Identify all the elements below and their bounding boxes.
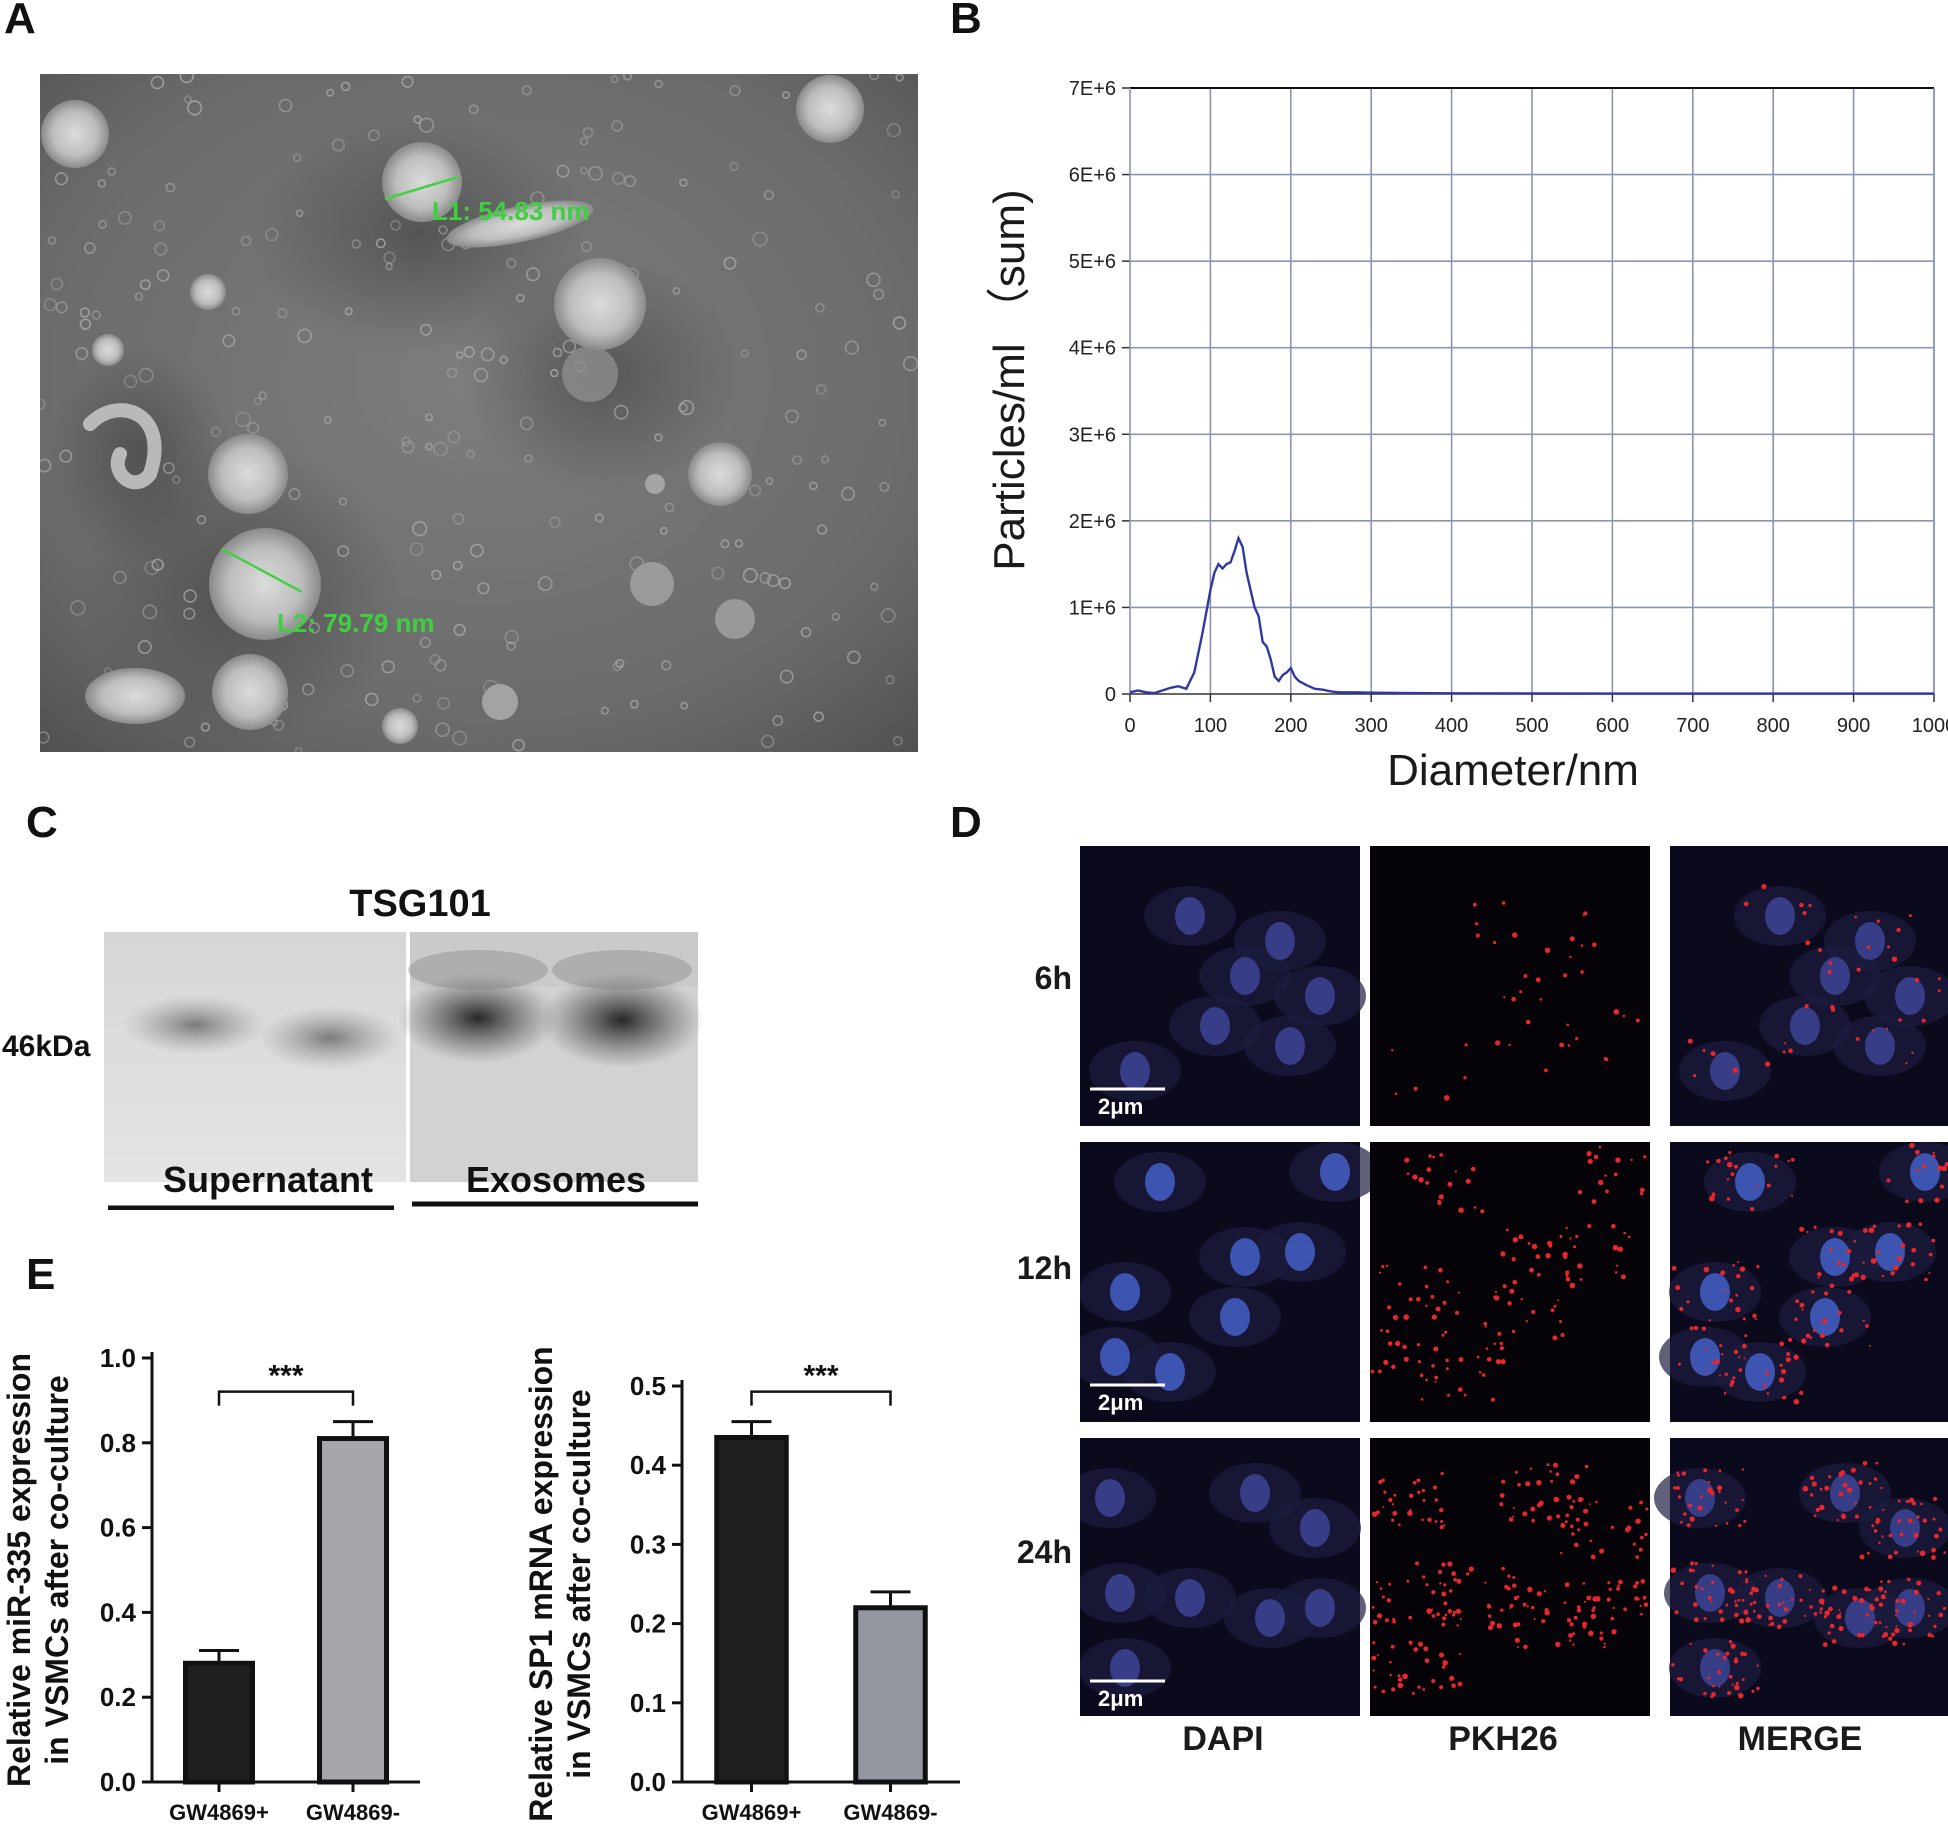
tem-micrograph: L1: 54.83 nm L2: 79.79 nm [40,74,918,752]
micrograph-merge-6h [1670,846,1948,1126]
micrograph-pkh26-12h [1370,1142,1650,1422]
y-tick-label: 0.0 [630,1767,666,1797]
y-tick-label: 0.4 [630,1450,667,1480]
y-axis-label: Relative SP1 mRNA expressionin VSMCs aft… [523,1346,597,1821]
y-tick-label: 0.4 [100,1597,137,1627]
micrograph-merge-24h [1654,1438,1948,1716]
micrograph-pkh26-24h [1370,1438,1650,1716]
blot-title: TSG101 [349,883,491,925]
panel-letter-c: C [26,798,58,847]
y-tick-label: 2E+6 [1069,511,1116,533]
error-bar [333,1420,373,1439]
micrograph-merge-12h [1659,1142,1948,1422]
band-exosomes-1 [398,973,558,1063]
row-label-6h: 6h [1034,960,1072,996]
y-tick-label: 0.0 [100,1767,136,1797]
measurement-label-l2: L2: 79.79 nm [277,608,435,638]
y-axis-label: Particles/ml （sum) [985,189,1034,570]
panel-letter-e: E [26,1250,56,1299]
exosome-vesicles [41,75,864,744]
x-tick-label: 800 [1757,715,1790,737]
x-tick-label: GW4869- [306,1800,400,1825]
bar-chart-sp1: 0.0 0.1 0.2 0.3 0.4 0.5 GW4869+ GW4869- *** Relat… [523,1346,960,1825]
y-tick-label: 1E+6 [1069,597,1116,619]
x-tick-label: GW4869- [843,1800,937,1825]
y-tick-label: 1.0 [100,1343,136,1373]
x-tick-label: 100 [1194,715,1227,737]
column-label-pkh26: PKH26 [1448,1720,1558,1758]
bar-GW4869-minus [317,1436,389,1785]
y-tick-label: 4E+6 [1069,338,1116,360]
y-tick-label: 0.2 [630,1609,666,1639]
x-tick-label: 300 [1355,715,1388,737]
significance-label: *** [268,1360,303,1393]
column-label-dapi: DAPI [1182,1720,1264,1758]
x-tick-label: 600 [1596,715,1629,737]
y-tick-label: 7E+6 [1069,78,1116,100]
x-tick-label: 400 [1435,715,1468,737]
panel-letter-d: D [950,798,982,847]
row-label-12h: 12h [1016,1250,1072,1286]
group-label-supernatant: Supernatant [163,1159,373,1200]
group-label-exosomes: Exosomes [466,1159,646,1200]
x-tick-label: 0 [1124,715,1135,737]
y-tick-label: 5E+6 [1069,251,1116,273]
measurement-label-l1: L1: 54.83 nm [432,196,590,226]
y-tick-label: 0.1 [630,1688,666,1718]
scale-bar-label: 2μm [1098,1390,1143,1415]
y-tick-label: 0 [1105,684,1116,706]
panel-letter-a: A [4,0,36,43]
x-axis-label: Diameter/nm [1387,746,1639,795]
significance-bracket [750,1390,892,1406]
bar-GW4869-plus [183,1660,255,1785]
y-tick-labels: 0 1E+6 2E+6 3E+6 4E+6 5E+6 6E+6 7E+6 [1069,78,1116,706]
y-axis-label: Relative miR-335 expressionin VSMCs afte… [1,1353,75,1787]
micrograph-dapi-24h: 2μm [1080,1438,1366,1716]
band-exosomes-2 [540,972,704,1068]
bar-GW4869-minus [853,1605,928,1785]
x-tick-label: 200 [1274,715,1307,737]
x-tick-label: 1000 [1912,715,1948,737]
band-supernatant-2 [258,1006,402,1070]
row-label-24h: 24h [1016,1534,1072,1570]
significance-bracket [217,1390,355,1406]
x-tick-label: GW4869+ [702,1800,802,1825]
band-supernatant-1 [123,995,267,1055]
scale-bar-label: 2μm [1098,1686,1143,1711]
micrograph-pkh26-6h [1370,846,1650,1126]
chart-axes [1122,87,1935,702]
error-bar [731,1420,772,1438]
micrograph-dapi-12h: 2μm [1080,1142,1381,1422]
x-tick-label: 700 [1676,715,1709,737]
nta-size-distribution-chart: 0 1E+6 2E+6 3E+6 4E+6 5E+6 6E+6 7E+6 0 100 200 300… [985,78,1948,795]
significance-label: *** [803,1360,838,1393]
y-tick-label: 0.8 [100,1428,136,1458]
x-tick-label: 500 [1515,715,1548,737]
molecular-weight-marker: 46kDa [2,1030,91,1063]
column-label-merge: MERGE [1737,1720,1863,1758]
y-tick-label: 3E+6 [1069,424,1116,446]
y-tick-label: 0.3 [630,1529,666,1559]
fluorescence-image-grid: 2μm 2μm 2μm [1080,846,1948,1716]
error-bar [199,1649,239,1664]
error-bar [870,1590,911,1608]
x-tick-label: GW4869+ [169,1800,269,1825]
y-tick-label: 0.5 [630,1371,666,1401]
bar-chart-mir335: 0.0 0.2 0.4 0.6 0.8 1.0 GW4869+ GW4869- *** Relat… [1,1343,420,1825]
y-tick-label: 0.6 [100,1513,136,1543]
measure-line-l2 [221,547,303,594]
western-blot-panel: TSG101 46kDa Supernatant Exosomes [2,883,704,1210]
x-tick-label: 900 [1837,715,1870,737]
x-tick-labels: 0 100 200 300 400 500 600 700 800 900 1000 [1124,715,1948,737]
micrograph-dapi-6h: 2μm [1080,846,1366,1126]
bar-GW4869-plus [714,1434,789,1785]
scale-bar-label: 2μm [1098,1094,1143,1119]
y-tick-label: 0.2 [100,1682,136,1712]
measure-line-l1 [384,175,459,201]
chart-grid [1130,87,1935,694]
y-tick-label: 6E+6 [1069,165,1116,187]
panel-letter-b: B [950,0,982,43]
series-line [1129,534,1934,695]
